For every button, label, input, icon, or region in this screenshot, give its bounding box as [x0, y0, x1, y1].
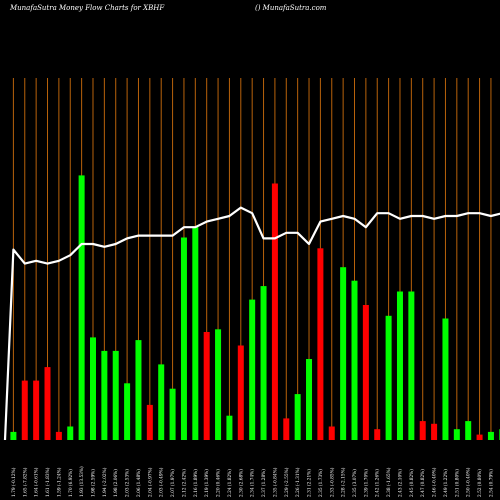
up-bar: [180, 237, 187, 440]
x-tick-label: 2.52 (0.80%): [478, 469, 483, 497]
down-bar: [33, 380, 40, 440]
x-tick-label: 2.07 (1.97%): [171, 469, 176, 497]
x-tick-label: 2.26 (-1.31%): [296, 467, 301, 497]
x-tick-label: 1.98 (2.06%): [114, 469, 119, 497]
x-tick-label: 2.34 (1.74%): [251, 469, 256, 497]
x-tick-label: 2.42 (1.26%): [376, 469, 381, 497]
down-bar: [21, 380, 28, 440]
chart-title: MunafaSutra Money Flow Charts for XBHF: [9, 4, 165, 12]
x-tick-label: 2.49 (1.22%): [444, 469, 449, 497]
x-tick-label: 2.35 (3.07%): [353, 469, 358, 497]
x-tick-label: 2.43 (2.10%): [398, 469, 403, 497]
up-bar: [385, 315, 392, 440]
x-tick-label: 2.33 (-0.85%): [330, 467, 335, 497]
x-tick-label: 1.70 (6.92%): [69, 469, 74, 497]
up-bar: [78, 175, 85, 440]
up-bar: [89, 337, 96, 440]
down-bar: [431, 423, 438, 440]
down-bar: [55, 431, 62, 440]
up-bar: [340, 267, 347, 440]
up-bar: [396, 291, 403, 440]
x-tick-label: 2.37 (1.28%): [262, 469, 267, 497]
down-bar: [44, 367, 51, 440]
x-tick-label: 2.45 (0.82%): [410, 469, 415, 497]
money-flow-line: [3, 206, 500, 441]
up-bar: [169, 388, 176, 440]
x-tick-label: 2.03 (-0.49%): [160, 467, 165, 497]
up-bar: [351, 280, 358, 440]
down-bar: [374, 429, 381, 440]
x-tick-labels: 1.79 (-0.12%) 1.65 (-7.82%) 1.64 (-0.61%) 1…: [12, 466, 495, 497]
up-bar: [112, 350, 119, 440]
x-tick-label: 2.35 (1.73%): [319, 469, 324, 497]
x-tick-label: 1.59 (-1.24%): [57, 467, 62, 497]
x-tick-label: 1.98 (2.59%): [91, 469, 96, 497]
down-bar: [362, 305, 369, 440]
x-tick-label: 2.04 (-0.97%): [148, 467, 153, 497]
x-tick-label: 1.93 (13.53%): [80, 466, 85, 497]
x-tick-label: 2.24 (1.82%): [228, 469, 233, 497]
x-tick-label: 2.28 (-2.15%): [342, 467, 347, 497]
down-bar: [317, 248, 324, 440]
up-bar: [249, 299, 256, 440]
up-bar: [192, 226, 199, 440]
x-tick-label: 2.16 (1.89%): [194, 469, 199, 497]
x-tick-label: 2.12 (2.42%): [182, 469, 187, 497]
x-tick-label: 2.30 (2.68%): [239, 469, 244, 497]
up-bar: [101, 350, 108, 440]
down-bar: [328, 426, 335, 440]
x-tick-label: 2.47 (0.82%): [421, 469, 426, 497]
x-tick-label: 1.61 (-1.83%): [46, 467, 51, 497]
up-bar: [465, 421, 472, 440]
down-bar: [237, 345, 244, 440]
up-bar: [306, 359, 313, 440]
up-bar: [408, 291, 415, 440]
x-tick-label: 1.65 (-7.82%): [23, 467, 28, 497]
x-tick-label: 2.50 (-0.40%): [467, 467, 472, 497]
x-tick-label: 2.03 (2.53%): [126, 469, 131, 497]
up-bar: [158, 364, 165, 440]
x-tick-label: 2.51 (0.80%): [455, 469, 460, 497]
x-tick-label: 2.19 (1.39%): [205, 469, 210, 497]
up-bar: [453, 429, 460, 440]
x-tick-label: 2.20 (0.46%): [217, 469, 222, 497]
up-bar: [10, 431, 17, 440]
up-bar: [135, 340, 142, 440]
up-bar: [124, 383, 131, 440]
x-tick-label: 2.35 (-0.84%): [273, 467, 278, 497]
down-bar: [476, 434, 483, 440]
x-tick-label: 2.46 (-0.40%): [433, 467, 438, 497]
x-tick-label: 1.94 (-2.02%): [103, 467, 108, 497]
up-bar: [215, 329, 222, 440]
x-tick-label: 1.64 (-0.61%): [35, 467, 40, 497]
x-tick-label: 1.79 (-0.12%): [12, 467, 17, 497]
down-bar: [146, 404, 153, 440]
x-tick-label: 2.39 (1.70%): [364, 469, 369, 497]
site-label: () MunafaSutra.com: [255, 4, 327, 12]
x-tick-label: 2.31 (2.21%): [308, 469, 313, 497]
x-tick-label: 2.29 (-2.55%): [285, 467, 290, 497]
x-tick-label: 2.38 (-1.65%): [387, 467, 392, 497]
down-bar: [419, 421, 426, 440]
x-tick-label: 2.54 (0.79%): [489, 469, 494, 497]
x-tick-label: 2.06 (1.48%): [137, 469, 142, 497]
up-bar: [487, 431, 494, 440]
up-bar: [294, 394, 301, 440]
up-bar: [226, 415, 233, 440]
down-bar: [271, 183, 278, 440]
down-bar: [203, 332, 210, 440]
bars: [10, 175, 500, 440]
down-bar: [283, 418, 290, 440]
up-bar: [442, 318, 449, 440]
up-bar: [67, 426, 74, 440]
up-bar: [260, 286, 267, 440]
